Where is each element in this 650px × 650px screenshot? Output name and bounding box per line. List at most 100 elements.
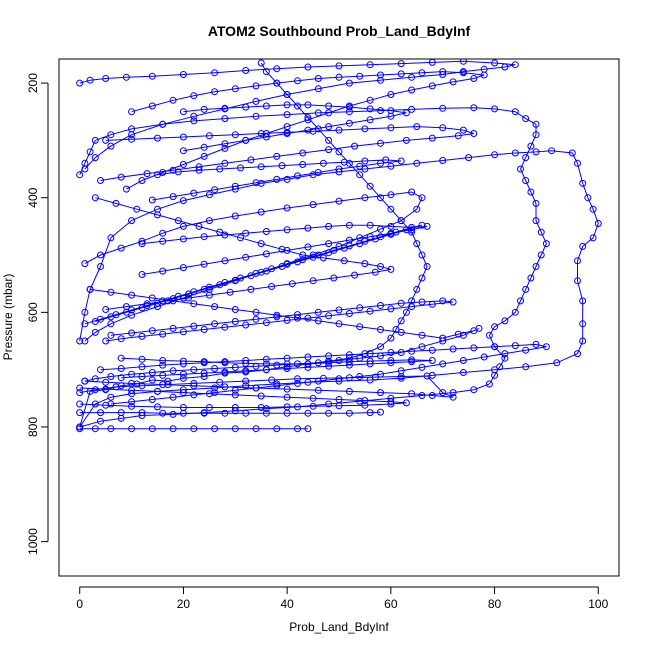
data-point: [283, 246, 291, 254]
data-point: [335, 320, 343, 328]
data-point: [314, 386, 322, 394]
series-line: [152, 159, 402, 201]
data-point: [128, 135, 136, 143]
data-point: [169, 425, 177, 433]
y-axis-label: Pressure (mbar): [1, 274, 15, 361]
data-point: [335, 62, 343, 70]
data-point: [148, 376, 156, 384]
data-point: [574, 277, 581, 285]
y-tick-label: 200: [26, 73, 40, 93]
data-point: [402, 308, 410, 316]
series-14: [76, 425, 312, 433]
data-point: [294, 379, 301, 387]
data-point: [501, 354, 509, 362]
data-point: [283, 365, 291, 372]
data-point: [211, 69, 219, 77]
data-point: [397, 217, 405, 225]
series-line: [95, 197, 392, 310]
data-point: [537, 228, 545, 236]
data-point: [387, 265, 395, 273]
data-point: [356, 171, 364, 179]
data-point: [138, 304, 146, 312]
data-point: [237, 164, 244, 172]
data-point: [304, 101, 312, 109]
data-point: [413, 240, 421, 248]
series-13: [76, 408, 384, 417]
data-point: [128, 386, 136, 394]
data-point: [190, 300, 198, 308]
data-point: [164, 381, 172, 389]
data-point: [496, 363, 504, 371]
data-point: [537, 251, 545, 259]
data-point: [231, 404, 239, 411]
data-point: [169, 193, 177, 201]
data-point: [231, 212, 239, 220]
data-point: [335, 148, 343, 156]
data-point: [200, 285, 208, 293]
data-point: [511, 342, 519, 350]
data-point: [128, 425, 136, 433]
data-point: [283, 385, 291, 393]
data-point: [459, 357, 467, 364]
data-point: [345, 159, 353, 167]
data-point: [356, 323, 364, 331]
data-point: [377, 76, 384, 84]
data-point: [418, 194, 426, 202]
data-point: [128, 311, 136, 319]
data-point: [408, 347, 416, 355]
data-point: [133, 205, 141, 213]
data-point: [200, 152, 208, 160]
data-point: [86, 76, 94, 84]
data-point: [107, 331, 115, 339]
data-point: [314, 308, 322, 316]
data-point: [211, 186, 219, 194]
data-point: [205, 217, 213, 225]
data-point: [154, 299, 161, 307]
data-point: [397, 317, 405, 325]
data-point: [107, 313, 115, 321]
data-point: [226, 288, 234, 296]
data-point: [128, 131, 136, 139]
data-point: [273, 65, 281, 73]
x-tick-label: 20: [177, 597, 191, 611]
data-point: [221, 104, 229, 112]
data-point: [366, 221, 374, 229]
data-point: [257, 130, 265, 137]
data-point: [361, 397, 369, 405]
data-point: [221, 409, 229, 417]
data-point: [511, 308, 519, 316]
series-line: [183, 104, 407, 152]
data-point: [273, 152, 281, 160]
data-point: [273, 79, 281, 87]
data-point: [138, 177, 146, 184]
data-point: [294, 425, 301, 433]
data-point: [304, 360, 312, 368]
data-point: [335, 357, 343, 364]
data-point: [159, 229, 167, 237]
data-point: [319, 254, 327, 262]
data-point: [200, 105, 208, 113]
y-tick-label: 400: [26, 187, 40, 207]
data-point: [532, 131, 540, 139]
data-point: [138, 355, 146, 363]
data-point: [107, 400, 115, 408]
data-point: [231, 386, 239, 394]
data-point: [231, 276, 239, 284]
data-point: [190, 322, 198, 330]
data-point: [283, 111, 291, 119]
data-point: [128, 402, 136, 410]
data-point: [527, 188, 535, 196]
data-point: [107, 234, 115, 242]
data-point: [122, 308, 130, 316]
data-point: [402, 226, 410, 234]
data-point: [252, 308, 260, 316]
data-point: [454, 330, 462, 338]
data-point: [387, 112, 395, 120]
data-point: [294, 102, 301, 110]
data-point: [314, 75, 322, 82]
data-point: [579, 297, 587, 305]
data-point: [428, 59, 436, 66]
data-point: [117, 354, 125, 362]
data-point: [122, 73, 130, 81]
data-point: [345, 119, 353, 127]
